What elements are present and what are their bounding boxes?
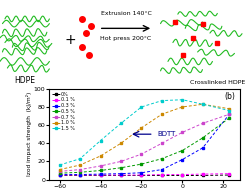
0.3 % xyxy=(181,158,184,161)
0.7 % xyxy=(79,168,82,171)
Line: 0.5 %: 0.5 % xyxy=(58,116,231,175)
0.5 % xyxy=(181,149,184,152)
Text: (b): (b) xyxy=(224,91,235,101)
0.3 % xyxy=(58,174,61,176)
0% xyxy=(201,174,204,177)
0.7 % xyxy=(201,122,204,124)
1.5 % xyxy=(140,106,143,108)
0% xyxy=(228,174,231,176)
1.0 % xyxy=(181,106,184,108)
Line: 0.1 %: 0.1 % xyxy=(58,172,231,176)
1.0 % xyxy=(99,155,102,157)
1.0 % xyxy=(228,108,231,110)
0% xyxy=(120,174,123,177)
0.3 % xyxy=(201,147,204,149)
0% xyxy=(160,174,163,177)
0.3 % xyxy=(140,172,143,174)
0.7 % xyxy=(160,142,163,144)
1.0 % xyxy=(201,103,204,105)
0.7 % xyxy=(99,165,102,167)
0.7 % xyxy=(181,131,184,133)
0.3 % xyxy=(99,173,102,175)
0.1 % xyxy=(160,174,163,176)
Text: Extrusion 140°C: Extrusion 140°C xyxy=(101,11,151,16)
Legend: 0%, 0.1 %, 0.3 %, 0.5 %, 0.7 %, 1.0 %, 1.5 %: 0%, 0.1 %, 0.3 %, 0.5 %, 0.7 %, 1.0 %, 1… xyxy=(52,91,75,132)
0.5 % xyxy=(201,137,204,139)
1.5 % xyxy=(160,99,163,102)
Text: +: + xyxy=(64,33,76,47)
0.1 % xyxy=(140,174,143,176)
1.0 % xyxy=(58,168,61,171)
0.1 % xyxy=(201,173,204,175)
Line: 0.7 %: 0.7 % xyxy=(58,113,231,173)
0.1 % xyxy=(181,174,184,176)
1.5 % xyxy=(120,122,123,124)
1.5 % xyxy=(58,164,61,166)
Line: 1.0 %: 1.0 % xyxy=(58,103,231,171)
0.7 % xyxy=(228,113,231,115)
0.5 % xyxy=(58,172,61,174)
1.5 % xyxy=(181,99,184,101)
0.1 % xyxy=(58,174,61,176)
0% xyxy=(58,174,61,177)
1.0 % xyxy=(140,127,143,129)
0% xyxy=(99,174,102,177)
1.5 % xyxy=(99,139,102,142)
0.5 % xyxy=(120,167,123,169)
0.7 % xyxy=(58,170,61,173)
0.5 % xyxy=(140,163,143,165)
0.3 % xyxy=(160,168,163,171)
0.7 % xyxy=(140,153,143,155)
Text: HDPE: HDPE xyxy=(14,76,35,85)
1.5 % xyxy=(228,109,231,112)
Y-axis label: Izod impact strength  (kJ/m²): Izod impact strength (kJ/m²) xyxy=(26,92,32,176)
0.5 % xyxy=(228,117,231,119)
0.1 % xyxy=(120,174,123,176)
Text: Hot press 200°C: Hot press 200°C xyxy=(100,36,152,41)
Line: 0%: 0% xyxy=(58,174,231,177)
0.1 % xyxy=(99,174,102,176)
Line: 0.3 %: 0.3 % xyxy=(58,113,231,176)
0% xyxy=(181,174,184,177)
0% xyxy=(140,174,143,177)
1.0 % xyxy=(160,113,163,115)
Line: 1.5 %: 1.5 % xyxy=(58,98,231,167)
1.5 % xyxy=(79,158,82,160)
0.5 % xyxy=(99,169,102,172)
0% xyxy=(79,174,82,177)
0.3 % xyxy=(228,113,231,115)
0.1 % xyxy=(79,174,82,176)
0.3 % xyxy=(79,174,82,176)
1.0 % xyxy=(120,142,123,144)
0.5 % xyxy=(160,158,163,160)
0.3 % xyxy=(120,173,123,175)
Text: Crosslinked HDPE: Crosslinked HDPE xyxy=(190,80,245,85)
0.5 % xyxy=(79,171,82,174)
1.0 % xyxy=(79,164,82,166)
Text: BDTT: BDTT xyxy=(158,131,176,137)
1.5 % xyxy=(201,103,204,105)
0.7 % xyxy=(120,160,123,163)
0.1 % xyxy=(228,173,231,175)
